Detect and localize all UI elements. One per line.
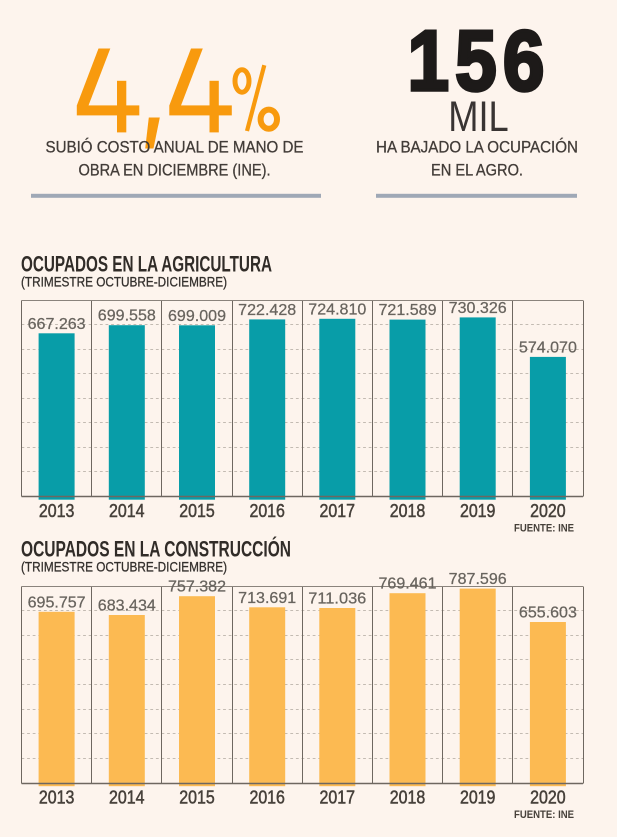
svg-text:156: 156 bbox=[408, 14, 551, 109]
svg-text:OCUPADOS EN LA AGRICULTURA: OCUPADOS EN LA AGRICULTURA bbox=[21, 252, 272, 277]
svg-text:2015: 2015 bbox=[179, 788, 215, 808]
svg-text:2014: 2014 bbox=[109, 788, 145, 808]
svg-text:2019: 2019 bbox=[460, 501, 496, 521]
svg-text:OBRA EN DICIEMBRE (INE).: OBRA EN DICIEMBRE (INE). bbox=[79, 161, 271, 180]
svg-text:2018: 2018 bbox=[390, 501, 426, 521]
svg-text:695.757: 695.757 bbox=[28, 594, 86, 611]
svg-text:2020: 2020 bbox=[530, 788, 566, 808]
svg-text:(TRIMESTRE OCTUBRE-DICIEMBRE): (TRIMESTRE OCTUBRE-DICIEMBRE) bbox=[21, 274, 227, 290]
svg-text:2014: 2014 bbox=[109, 501, 145, 521]
svg-text:2017: 2017 bbox=[320, 788, 356, 808]
svg-text:2019: 2019 bbox=[460, 788, 496, 808]
svg-text:722.428: 722.428 bbox=[238, 302, 296, 319]
svg-text:2016: 2016 bbox=[249, 501, 285, 521]
svg-text:HA BAJADO LA OCUPACIÓN: HA BAJADO LA OCUPACIÓN bbox=[376, 138, 578, 157]
svg-text:713.691: 713.691 bbox=[238, 590, 296, 607]
svg-text:2018: 2018 bbox=[390, 788, 426, 808]
svg-text:EN EL AGRO.: EN EL AGRO. bbox=[431, 161, 523, 180]
svg-text:FUENTE: INE: FUENTE: INE bbox=[514, 522, 574, 534]
svg-text:655.603: 655.603 bbox=[519, 605, 577, 622]
svg-text:MIL: MIL bbox=[448, 93, 509, 141]
svg-text:2017: 2017 bbox=[320, 501, 356, 521]
svg-text:683.434: 683.434 bbox=[98, 598, 156, 615]
svg-text:FUENTE: INE: FUENTE: INE bbox=[514, 809, 574, 821]
svg-text:2013: 2013 bbox=[39, 501, 75, 521]
svg-text:667.263: 667.263 bbox=[28, 316, 86, 333]
svg-text:(TRIMESTRE OCTUBRE-DICIEMBRE): (TRIMESTRE OCTUBRE-DICIEMBRE) bbox=[21, 559, 227, 575]
svg-text:OCUPADOS EN LA CONSTRUCCIÓN: OCUPADOS EN LA CONSTRUCCIÓN bbox=[21, 537, 291, 562]
svg-text:2015: 2015 bbox=[179, 501, 215, 521]
svg-text:699.558: 699.558 bbox=[98, 308, 156, 325]
svg-text:787.596: 787.596 bbox=[449, 571, 507, 588]
svg-text:711.036: 711.036 bbox=[308, 591, 366, 608]
svg-text:2013: 2013 bbox=[39, 788, 75, 808]
svg-text:721.589: 721.589 bbox=[379, 302, 437, 319]
svg-text:574.070: 574.070 bbox=[519, 339, 577, 356]
svg-text:SUBIÓ COSTO ANUAL DE MANO DE: SUBIÓ COSTO ANUAL DE MANO DE bbox=[46, 138, 304, 157]
svg-text:2020: 2020 bbox=[530, 501, 566, 521]
svg-text:724.810: 724.810 bbox=[308, 301, 366, 318]
svg-text:2016: 2016 bbox=[249, 788, 285, 808]
svg-text:769.461: 769.461 bbox=[379, 576, 437, 593]
svg-text:730.326: 730.326 bbox=[449, 300, 507, 317]
svg-text:699.009: 699.009 bbox=[168, 308, 226, 325]
svg-text:757.382: 757.382 bbox=[168, 579, 226, 596]
